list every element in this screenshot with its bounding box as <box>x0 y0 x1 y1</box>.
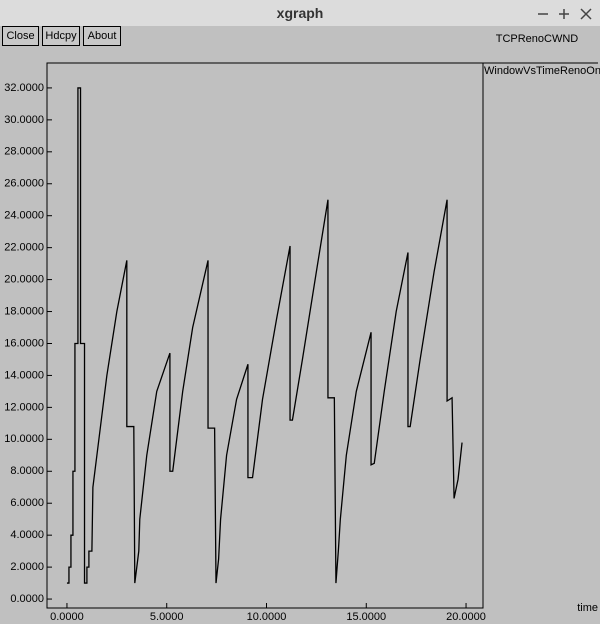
y-tick-label: 2.0000 <box>10 561 44 573</box>
hdcpy-button[interactable]: Hdcpy <box>42 26 80 46</box>
plot-frame <box>46 62 484 609</box>
y-tick-label: 4.0000 <box>10 529 44 541</box>
y-tick-label: 22.0000 <box>4 242 44 254</box>
x-tick-label: 20.0000 <box>446 611 486 623</box>
x-axis-title: time <box>577 602 598 614</box>
y-tick-label: 18.0000 <box>4 305 44 317</box>
y-tick-label: 16.0000 <box>4 337 44 349</box>
about-button[interactable]: About <box>83 26 121 46</box>
close-button[interactable]: Close <box>2 26 39 46</box>
close-window[interactable] <box>580 8 592 20</box>
y-tick-label: 8.0000 <box>10 465 44 477</box>
legend-label: WindowVsTimeRenoOne <box>484 65 600 77</box>
x-tick-label: 10.0000 <box>247 611 287 623</box>
title-bar: xgraph <box>0 0 600 26</box>
x-tick-label: 15.0000 <box>346 611 386 623</box>
y-tick-label: 30.0000 <box>4 114 44 126</box>
y-tick-label: 20.0000 <box>4 274 44 286</box>
y-tick-label: 14.0000 <box>4 369 44 381</box>
y-tick-label: 32.0000 <box>4 82 44 94</box>
window-title: xgraph <box>276 5 324 21</box>
y-tick-label: 6.0000 <box>10 497 44 509</box>
y-tick-label: 28.0000 <box>4 146 44 158</box>
window-controls[interactable] <box>538 8 592 20</box>
y-axis-title: TCPRenoCWND <box>496 33 579 45</box>
y-tick-label: 10.0000 <box>4 433 44 445</box>
series-line <box>66 87 463 584</box>
y-tick-label: 12.0000 <box>4 401 44 413</box>
x-tick-label: 0.0000 <box>50 611 84 623</box>
y-tick-label: 24.0000 <box>4 210 44 222</box>
y-tick-label: 0.0000 <box>10 593 44 605</box>
y-tick-label: 26.0000 <box>4 178 44 190</box>
x-tick-label: 5.0000 <box>150 611 184 623</box>
